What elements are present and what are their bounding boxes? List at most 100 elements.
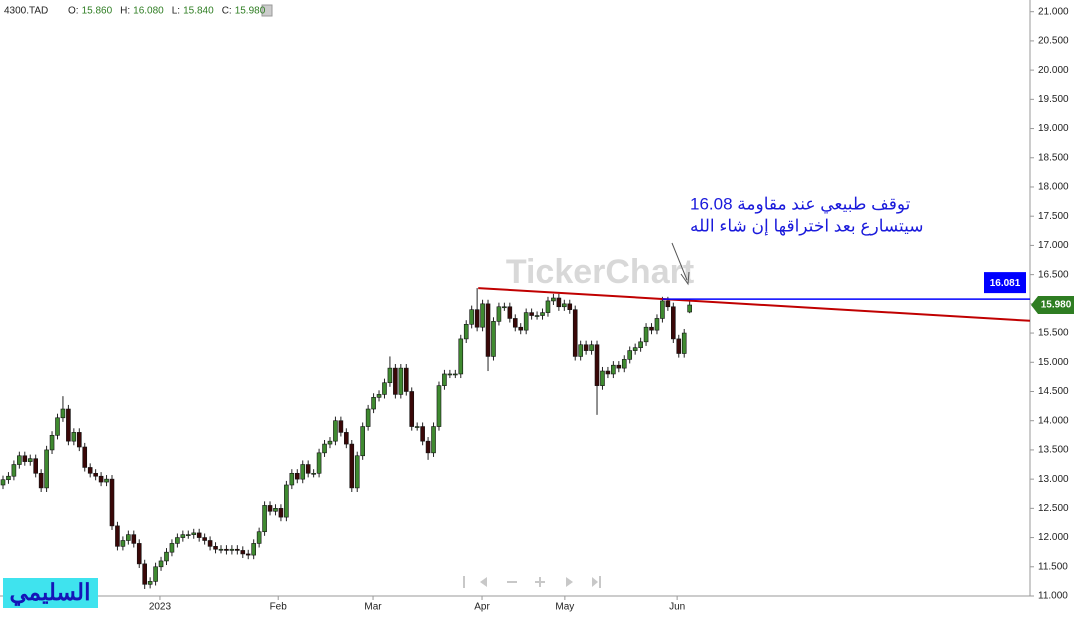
candle-body <box>529 312 534 316</box>
candle-body <box>436 385 442 427</box>
candle-body <box>147 581 153 585</box>
watermark: TickerChart <box>506 253 694 291</box>
candle-body <box>76 432 82 448</box>
y-tick-label: 12.000 <box>1038 532 1069 543</box>
candle-body <box>643 326 649 343</box>
toolbar <box>463 576 601 588</box>
toolbar-right[interactable] <box>566 577 573 587</box>
y-tick-label: 16.500 <box>1038 269 1069 280</box>
candle-body <box>240 550 246 555</box>
annotation-line: سيتسارع بعد اختراقها إن شاء الله <box>690 216 924 236</box>
candle-body <box>322 443 327 454</box>
candle-body <box>6 475 11 481</box>
candle-body <box>142 563 147 585</box>
y-tick-label: 13.000 <box>1038 474 1069 485</box>
candle-body <box>235 548 240 551</box>
toolbar-minus[interactable] <box>507 581 517 583</box>
candle-body <box>344 432 349 445</box>
candle-body <box>202 537 207 541</box>
y-tick-label: 19.000 <box>1038 123 1069 134</box>
candle-body <box>496 306 502 322</box>
settings-icon[interactable] <box>261 4 273 17</box>
candle-body <box>376 394 382 398</box>
candle-body <box>589 344 594 351</box>
candle-body <box>502 306 507 309</box>
candle-body <box>540 312 545 316</box>
candle-body <box>0 479 6 486</box>
candle-body <box>316 452 322 474</box>
candle-body <box>453 373 458 376</box>
candle-body <box>71 432 77 442</box>
candle-body <box>523 312 529 331</box>
toolbar-left[interactable] <box>480 577 487 587</box>
candle-body <box>11 464 17 477</box>
legend-label: C: <box>222 6 232 17</box>
toolbar-end[interactable] <box>592 577 598 587</box>
candle-body <box>158 560 164 568</box>
candle-body <box>60 408 66 419</box>
candle-body <box>338 420 344 433</box>
candle-body <box>207 540 213 547</box>
candle-body <box>300 464 306 480</box>
legend-label: O: <box>68 6 79 17</box>
signature: السليمي <box>10 579 91 607</box>
candle-body <box>507 306 513 319</box>
legend-value: 15.980 <box>235 6 266 17</box>
candle-body <box>49 435 55 451</box>
candle-body <box>55 417 60 436</box>
candle-body <box>632 347 638 351</box>
candle-body <box>382 382 387 395</box>
candle-body <box>354 455 360 489</box>
y-tick-label: 14.500 <box>1038 386 1069 397</box>
candle-body <box>621 359 627 369</box>
candle-body <box>284 484 289 518</box>
x-tick-label: 2023 <box>149 602 172 613</box>
candle-body <box>420 426 425 442</box>
last-price-label: 15.980 <box>1041 300 1072 311</box>
candle-body <box>387 367 393 384</box>
toolbar-bar <box>599 576 601 588</box>
candle-body <box>27 458 33 462</box>
y-tick-label: 18.500 <box>1038 152 1069 163</box>
candle-body <box>660 300 665 319</box>
candle-body <box>458 338 464 375</box>
last-price-tag <box>1031 296 1074 315</box>
legend-value: 16.080 <box>133 6 164 17</box>
y-tick-label: 13.500 <box>1038 445 1069 456</box>
candle-body <box>469 309 474 325</box>
candle-body <box>131 534 137 544</box>
candle-body <box>562 303 567 308</box>
x-tick-label: Apr <box>474 602 490 613</box>
candle-body <box>403 367 409 392</box>
candle-body <box>665 300 671 308</box>
candle-body <box>245 553 251 556</box>
candle-body <box>676 338 682 354</box>
candle-body <box>164 551 169 562</box>
candle-body <box>605 370 611 375</box>
arrow <box>671 242 688 281</box>
candle-body <box>474 309 480 328</box>
y-tick-label: 14.000 <box>1038 415 1069 426</box>
candle-body <box>17 455 22 465</box>
candle-body <box>556 297 562 308</box>
candle-body <box>33 458 38 474</box>
x-tick-label: Feb <box>270 602 288 613</box>
candle-body <box>649 326 654 331</box>
candle-body <box>371 397 376 410</box>
candle-body <box>551 297 556 302</box>
candle-body <box>126 534 131 541</box>
legend-value: 15.840 <box>183 6 214 17</box>
candle-body <box>365 408 371 427</box>
candle-body <box>491 321 496 357</box>
candle-body <box>480 303 485 328</box>
candle-body <box>583 344 589 351</box>
candle-body <box>611 364 616 375</box>
candle-body <box>333 420 338 442</box>
y-tick-label: 12.500 <box>1038 503 1069 514</box>
signature-box <box>3 578 98 608</box>
candle-body <box>180 534 186 538</box>
toolbar-plus[interactable] <box>539 577 541 587</box>
candle-body <box>44 449 49 489</box>
symbol: 4300.TAD <box>4 6 48 17</box>
legend-label: H: <box>120 6 130 17</box>
